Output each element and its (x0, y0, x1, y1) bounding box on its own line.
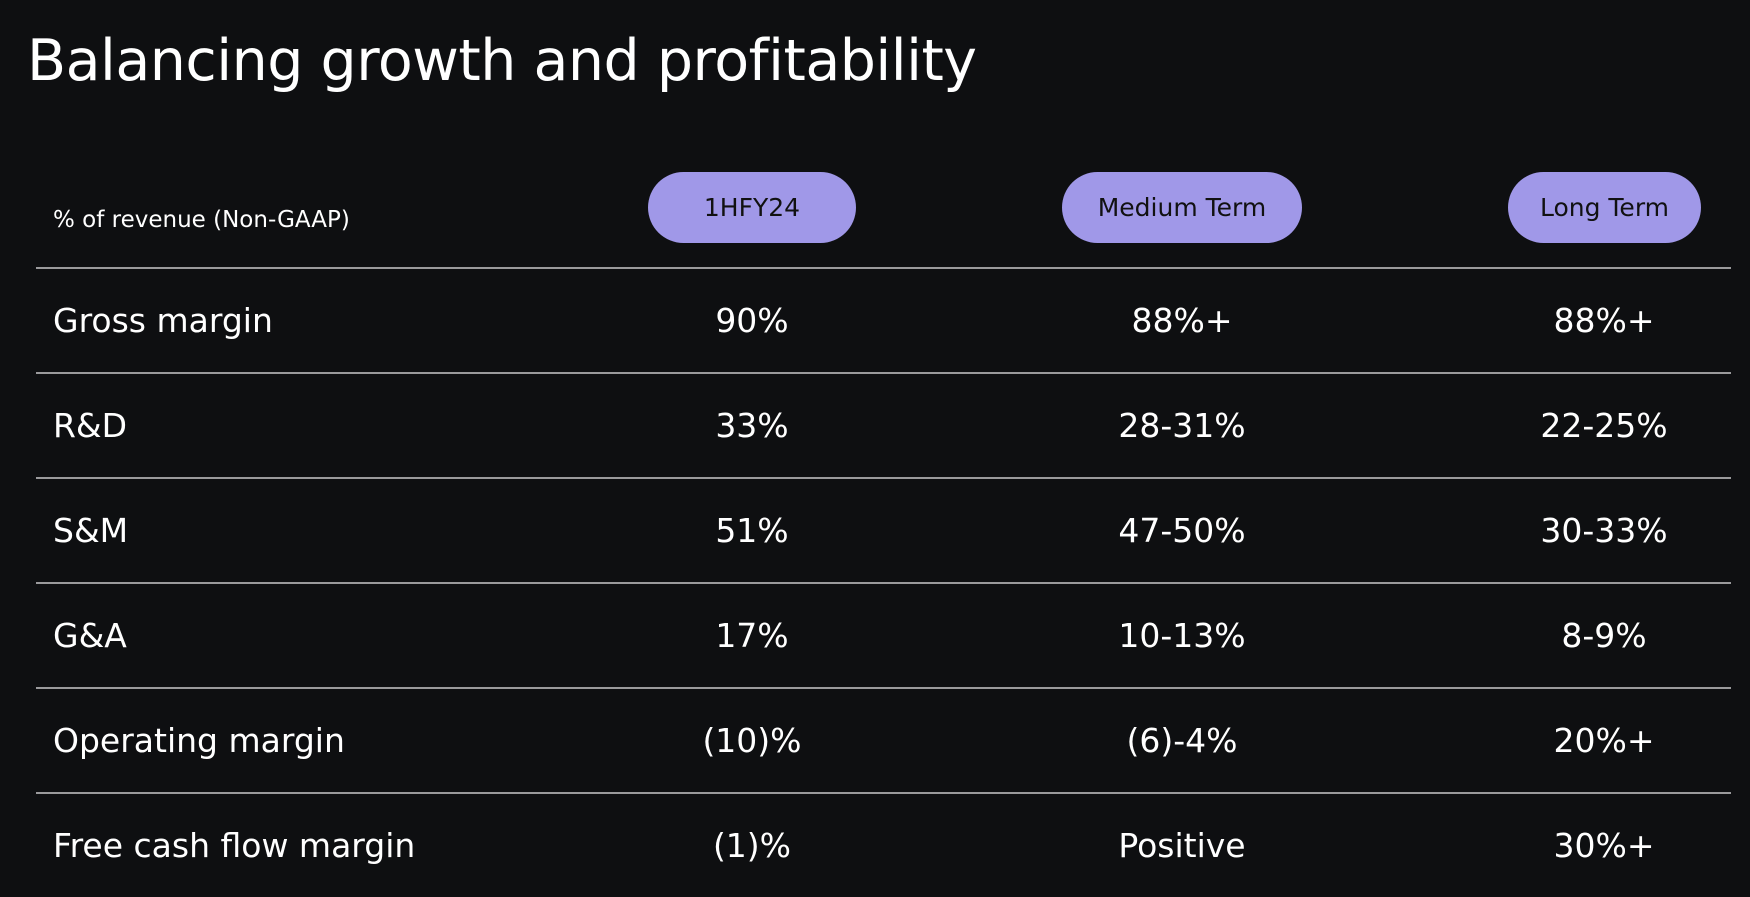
cell-medium-term: 28-31% (1118, 406, 1246, 445)
cell-1hfy24: 33% (715, 406, 789, 445)
table-row-gross-margin: Gross margin 90% 88%+ 88%+ (36, 269, 1731, 374)
cell-1hfy24: 51% (715, 511, 789, 550)
table-header-row: % of revenue (Non-GAAP) 1HFY24 Medium Te… (36, 160, 1731, 269)
cell-1hfy24: 17% (715, 616, 789, 655)
column-pill-medium-term: Medium Term (1062, 172, 1302, 243)
cell-long-term: 88%+ (1553, 301, 1655, 340)
cell-medium-term: (6)-4% (1126, 721, 1238, 760)
row-label: Operating margin (53, 721, 345, 760)
cell-long-term: 30%+ (1553, 826, 1655, 865)
cell-medium-term: 10-13% (1118, 616, 1246, 655)
column-pill-1hfy24: 1HFY24 (648, 172, 856, 243)
cell-long-term: 8-9% (1561, 616, 1647, 655)
margin-targets-table: % of revenue (Non-GAAP) 1HFY24 Medium Te… (36, 160, 1731, 897)
row-label: S&M (53, 511, 129, 550)
cell-1hfy24: (1)% (712, 826, 792, 865)
cell-long-term: 30-33% (1540, 511, 1668, 550)
cell-long-term: 22-25% (1540, 406, 1668, 445)
table-row-sm: S&M 51% 47-50% 30-33% (36, 479, 1731, 584)
cell-1hfy24: 90% (715, 301, 789, 340)
table-row-operating-margin: Operating margin (10)% (6)-4% 20%+ (36, 689, 1731, 794)
table-row-free-cash-flow-margin: Free cash flow margin (1)% Positive 30%+ (36, 794, 1731, 897)
cell-medium-term: 47-50% (1118, 511, 1246, 550)
table-row-ga: G&A 17% 10-13% 8-9% (36, 584, 1731, 689)
table-row-rnd: R&D 33% 28-31% 22-25% (36, 374, 1731, 479)
cell-medium-term: 88%+ (1131, 301, 1233, 340)
row-label: Free cash flow margin (53, 826, 416, 865)
page-title: Balancing growth and profitability (27, 28, 977, 94)
cell-1hfy24: (10)% (702, 721, 802, 760)
header-label: % of revenue (Non-GAAP) (53, 207, 350, 233)
row-label: R&D (53, 406, 128, 445)
cell-medium-term: Positive (1118, 826, 1246, 865)
row-label: Gross margin (53, 301, 273, 340)
row-label: G&A (53, 616, 127, 655)
cell-long-term: 20%+ (1553, 721, 1655, 760)
column-pill-long-term: Long Term (1508, 172, 1701, 243)
